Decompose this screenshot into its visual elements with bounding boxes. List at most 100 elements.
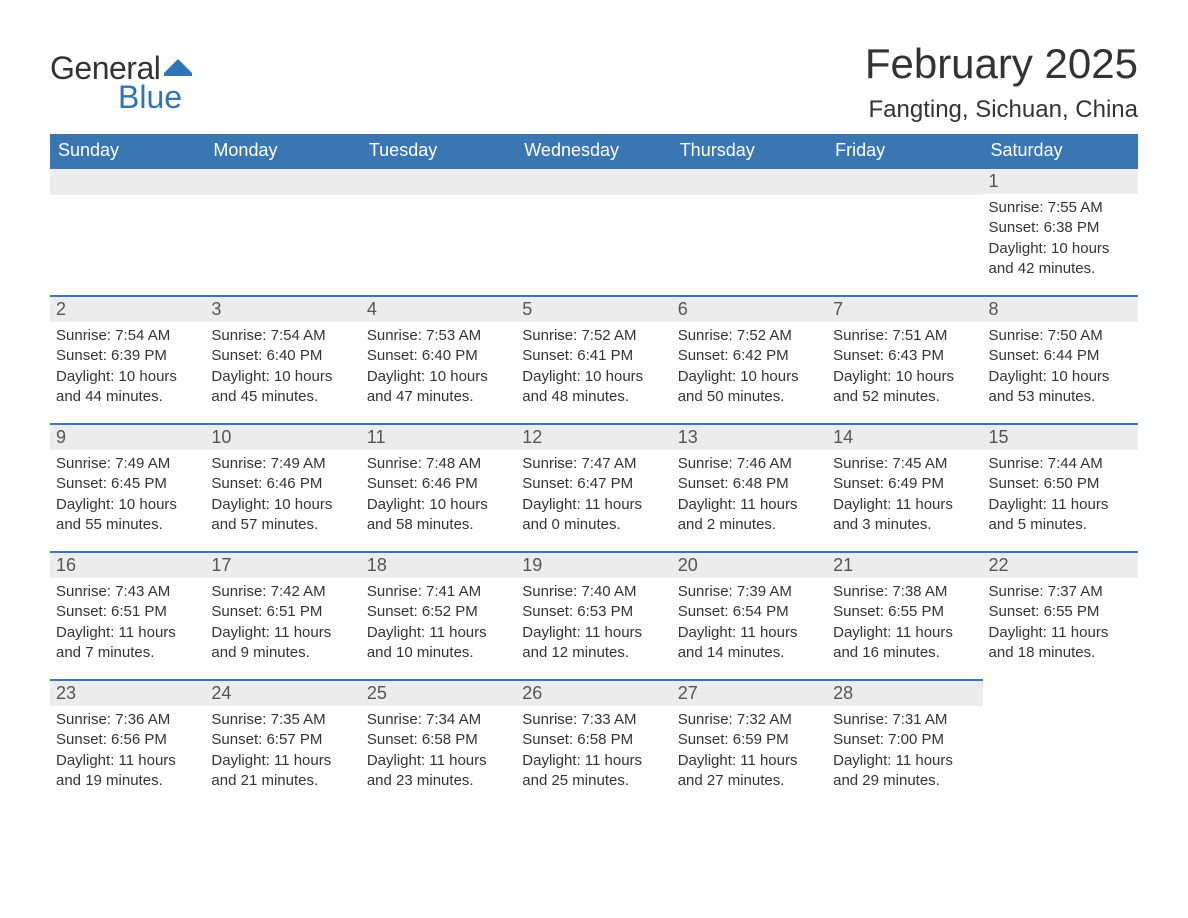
calendar-cell: 13Sunrise: 7:46 AMSunset: 6:48 PMDayligh… <box>672 423 827 551</box>
calendar-cell: 12Sunrise: 7:47 AMSunset: 6:47 PMDayligh… <box>516 423 671 551</box>
weekday-header: Monday <box>205 134 360 167</box>
sunset-text: Sunset: 6:45 PM <box>56 474 199 494</box>
day-number: 28 <box>827 679 982 706</box>
sunset-text: Sunset: 6:46 PM <box>367 474 510 494</box>
day-details: Sunrise: 7:49 AMSunset: 6:46 PMDaylight:… <box>205 450 360 543</box>
sunset-text: Sunset: 6:41 PM <box>522 346 665 366</box>
weekday-header: Sunday <box>50 134 205 167</box>
sunset-text: Sunset: 6:38 PM <box>989 218 1132 238</box>
sunrise-text: Sunrise: 7:32 AM <box>678 710 821 730</box>
sunrise-text: Sunrise: 7:39 AM <box>678 582 821 602</box>
sunrise-text: Sunrise: 7:33 AM <box>522 710 665 730</box>
daylight-text: Daylight: 11 hours and 5 minutes. <box>989 495 1132 536</box>
empty-day-header <box>827 167 982 195</box>
sunset-text: Sunset: 6:55 PM <box>989 602 1132 622</box>
day-details: Sunrise: 7:36 AMSunset: 6:56 PMDaylight:… <box>50 706 205 799</box>
day-details: Sunrise: 7:40 AMSunset: 6:53 PMDaylight:… <box>516 578 671 671</box>
sunrise-text: Sunrise: 7:49 AM <box>211 454 354 474</box>
calendar-cell <box>672 167 827 295</box>
sunset-text: Sunset: 6:58 PM <box>522 730 665 750</box>
sunset-text: Sunset: 6:50 PM <box>989 474 1132 494</box>
location-text: Fangting, Sichuan, China <box>865 96 1138 124</box>
page-header: General Blue February 2025 Fangting, Sic… <box>50 40 1138 124</box>
day-details: Sunrise: 7:48 AMSunset: 6:46 PMDaylight:… <box>361 450 516 543</box>
day-number: 24 <box>205 679 360 706</box>
day-details: Sunrise: 7:37 AMSunset: 6:55 PMDaylight:… <box>983 578 1138 671</box>
sunrise-text: Sunrise: 7:31 AM <box>833 710 976 730</box>
day-details: Sunrise: 7:44 AMSunset: 6:50 PMDaylight:… <box>983 450 1138 543</box>
sunset-text: Sunset: 6:57 PM <box>211 730 354 750</box>
sunset-text: Sunset: 6:46 PM <box>211 474 354 494</box>
day-details: Sunrise: 7:33 AMSunset: 6:58 PMDaylight:… <box>516 706 671 799</box>
day-number: 3 <box>205 295 360 322</box>
day-details: Sunrise: 7:42 AMSunset: 6:51 PMDaylight:… <box>205 578 360 671</box>
daylight-text: Daylight: 11 hours and 16 minutes. <box>833 623 976 664</box>
sunrise-text: Sunrise: 7:46 AM <box>678 454 821 474</box>
weekday-header: Thursday <box>672 134 827 167</box>
sunset-text: Sunset: 6:58 PM <box>367 730 510 750</box>
calendar-cell: 11Sunrise: 7:48 AMSunset: 6:46 PMDayligh… <box>361 423 516 551</box>
sunrise-text: Sunrise: 7:34 AM <box>367 710 510 730</box>
day-number: 8 <box>983 295 1138 322</box>
calendar-cell: 4Sunrise: 7:53 AMSunset: 6:40 PMDaylight… <box>361 295 516 423</box>
calendar-cell: 17Sunrise: 7:42 AMSunset: 6:51 PMDayligh… <box>205 551 360 679</box>
sunset-text: Sunset: 6:49 PM <box>833 474 976 494</box>
daylight-text: Daylight: 11 hours and 2 minutes. <box>678 495 821 536</box>
daylight-text: Daylight: 11 hours and 23 minutes. <box>367 751 510 792</box>
day-number: 25 <box>361 679 516 706</box>
sunrise-text: Sunrise: 7:54 AM <box>211 326 354 346</box>
calendar-cell: 20Sunrise: 7:39 AMSunset: 6:54 PMDayligh… <box>672 551 827 679</box>
sunset-text: Sunset: 6:56 PM <box>56 730 199 750</box>
calendar-week-row: 1Sunrise: 7:55 AMSunset: 6:38 PMDaylight… <box>50 167 1138 295</box>
daylight-text: Daylight: 11 hours and 3 minutes. <box>833 495 976 536</box>
day-details: Sunrise: 7:34 AMSunset: 6:58 PMDaylight:… <box>361 706 516 799</box>
day-number: 5 <box>516 295 671 322</box>
sunrise-text: Sunrise: 7:43 AM <box>56 582 199 602</box>
sunset-text: Sunset: 6:44 PM <box>989 346 1132 366</box>
day-details: Sunrise: 7:54 AMSunset: 6:39 PMDaylight:… <box>50 322 205 415</box>
day-details: Sunrise: 7:43 AMSunset: 6:51 PMDaylight:… <box>50 578 205 671</box>
day-number: 6 <box>672 295 827 322</box>
day-number: 7 <box>827 295 982 322</box>
day-number: 12 <box>516 423 671 450</box>
calendar-week-row: 2Sunrise: 7:54 AMSunset: 6:39 PMDaylight… <box>50 295 1138 423</box>
daylight-text: Daylight: 10 hours and 57 minutes. <box>211 495 354 536</box>
sunset-text: Sunset: 6:59 PM <box>678 730 821 750</box>
daylight-text: Daylight: 10 hours and 42 minutes. <box>989 239 1132 280</box>
calendar-cell <box>205 167 360 295</box>
day-number: 9 <box>50 423 205 450</box>
day-details: Sunrise: 7:35 AMSunset: 6:57 PMDaylight:… <box>205 706 360 799</box>
day-number: 1 <box>983 167 1138 194</box>
calendar-cell: 5Sunrise: 7:52 AMSunset: 6:41 PMDaylight… <box>516 295 671 423</box>
calendar-cell: 28Sunrise: 7:31 AMSunset: 7:00 PMDayligh… <box>827 679 982 807</box>
calendar-cell: 3Sunrise: 7:54 AMSunset: 6:40 PMDaylight… <box>205 295 360 423</box>
sunset-text: Sunset: 6:40 PM <box>367 346 510 366</box>
calendar-cell: 18Sunrise: 7:41 AMSunset: 6:52 PMDayligh… <box>361 551 516 679</box>
daylight-text: Daylight: 11 hours and 18 minutes. <box>989 623 1132 664</box>
empty-day-header <box>361 167 516 195</box>
sunrise-text: Sunrise: 7:42 AM <box>211 582 354 602</box>
day-details: Sunrise: 7:52 AMSunset: 6:42 PMDaylight:… <box>672 322 827 415</box>
brand-word-2: Blue <box>118 79 182 116</box>
daylight-text: Daylight: 11 hours and 21 minutes. <box>211 751 354 792</box>
calendar-week-row: 9 Sunrise: 7:49 AM Sunset: 6:45 PM Daylight… <box>50 423 1138 551</box>
sunrise-text: Sunrise: 7:44 AM <box>989 454 1132 474</box>
sunrise-text: Sunrise: 7:40 AM <box>522 582 665 602</box>
empty-day-header <box>516 167 671 195</box>
sunrise-text: Sunrise: 7:35 AM <box>211 710 354 730</box>
sunrise-text: Sunrise: 7:48 AM <box>367 454 510 474</box>
sunset-text: Sunset: 6:51 PM <box>211 602 354 622</box>
sunrise-text: Sunrise: 7:36 AM <box>56 710 199 730</box>
daylight-text: Daylight: 10 hours and 45 minutes. <box>211 367 354 408</box>
daylight-text: Daylight: 11 hours and 27 minutes. <box>678 751 821 792</box>
day-details: Sunrise: 7:46 AMSunset: 6:48 PMDaylight:… <box>672 450 827 543</box>
calendar-cell <box>361 167 516 295</box>
daylight-text: Daylight: 11 hours and 19 minutes. <box>56 751 199 792</box>
title-block: February 2025 Fangting, Sichuan, China <box>865 40 1138 124</box>
weekday-header: Tuesday <box>361 134 516 167</box>
calendar-week-row: 23Sunrise: 7:36 AMSunset: 6:56 PMDayligh… <box>50 679 1138 807</box>
daylight-text: Daylight: 10 hours and 44 minutes. <box>56 367 199 408</box>
brand-flag-icon <box>164 55 194 82</box>
calendar-cell <box>50 167 205 295</box>
calendar-cell: 9Sunrise: 7:49 AMSunset: 6:45 PMDaylight… <box>50 423 205 551</box>
